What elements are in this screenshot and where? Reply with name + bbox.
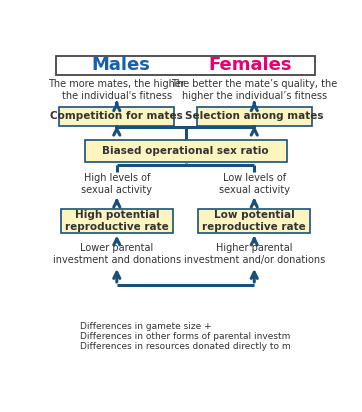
Text: Higher parental
investment and/or donations: Higher parental investment and/or donati… [184, 243, 325, 265]
Text: High levels of
sexual activity: High levels of sexual activity [81, 173, 152, 195]
FancyBboxPatch shape [59, 107, 174, 126]
Text: Low levels of
sexual activity: Low levels of sexual activity [219, 173, 290, 195]
Text: Females: Females [208, 56, 292, 74]
Text: Differences in gamete size +
Differences in other forms of parental investm
Diff: Differences in gamete size + Differences… [80, 322, 291, 351]
Text: High potential
reproductive rate: High potential reproductive rate [65, 210, 169, 232]
Text: Competition for mates: Competition for mates [50, 111, 183, 121]
FancyBboxPatch shape [56, 56, 315, 75]
Text: The more mates, the higher
the individual's fitness: The more mates, the higher the individua… [49, 79, 185, 101]
FancyBboxPatch shape [198, 209, 310, 233]
FancyBboxPatch shape [85, 140, 287, 162]
Text: Biased operational sex ratio: Biased operational sex ratio [102, 146, 269, 156]
FancyBboxPatch shape [61, 209, 173, 233]
Text: The better the mate’s quality, the
higher the individual’s fitness: The better the mate’s quality, the highe… [171, 79, 337, 101]
Text: Lower parental
investment and donations: Lower parental investment and donations [53, 243, 181, 265]
FancyBboxPatch shape [197, 107, 312, 126]
Text: Low potential
reproductive rate: Low potential reproductive rate [202, 210, 306, 232]
Text: Males: Males [92, 56, 151, 74]
Text: Selection among mates: Selection among mates [185, 111, 324, 121]
